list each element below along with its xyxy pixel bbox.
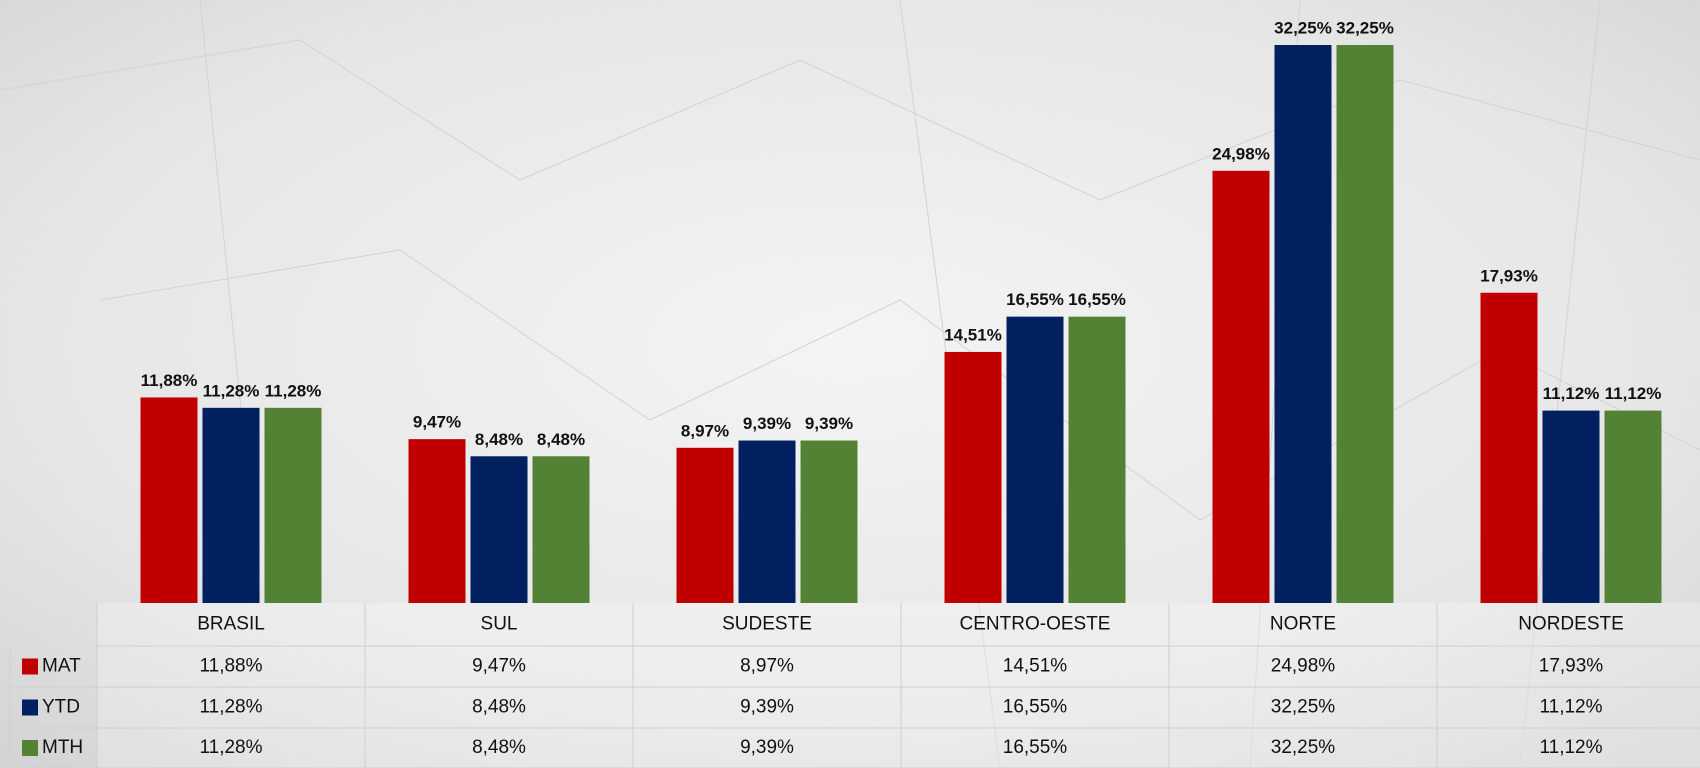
x-tick-label: NORDESTE (1518, 614, 1624, 635)
table-cell: 11,28% (199, 697, 262, 718)
legend-label: MAT (42, 656, 81, 677)
bar (1006, 316, 1064, 603)
bar (738, 440, 796, 603)
legend-label: MTH (42, 737, 83, 758)
bar (408, 439, 466, 603)
data-label: 17,93% (1480, 266, 1538, 285)
data-label: 9,47% (413, 413, 461, 432)
bar (1542, 410, 1600, 603)
legend-swatch (22, 658, 38, 675)
table-cell: 11,12% (1539, 697, 1602, 718)
data-label: 8,97% (681, 421, 729, 440)
bar (1212, 170, 1270, 603)
x-tick-label: CENTRO-OESTE (960, 614, 1111, 635)
table-cell: 8,48% (472, 737, 526, 758)
table-cell: 11,88% (199, 656, 262, 677)
table-cell: 17,93% (1539, 656, 1604, 677)
bar (264, 407, 322, 603)
legend-swatch (22, 740, 38, 756)
data-label: 32,25% (1274, 18, 1332, 37)
bar (1604, 410, 1662, 603)
x-tick-label: BRASIL (197, 614, 265, 635)
data-label: 11,28% (265, 381, 322, 400)
bar (1480, 292, 1538, 603)
bar (676, 447, 734, 603)
data-label: 11,12% (1605, 384, 1662, 403)
bar (532, 456, 590, 603)
x-tick-label: NORTE (1270, 614, 1336, 635)
table-cell: 16,55% (1003, 737, 1068, 758)
data-label: 8,48% (537, 430, 585, 449)
data-label: 14,51% (944, 325, 1002, 344)
bar (800, 440, 858, 603)
table-cell: 16,55% (1003, 697, 1068, 718)
bar (202, 407, 260, 603)
data-label: 11,28% (203, 381, 260, 400)
data-label: 32,25% (1336, 18, 1394, 37)
legend-swatch (22, 699, 38, 716)
x-tick-label: SUDESTE (722, 614, 812, 635)
bar (1068, 316, 1126, 603)
table-cell: 14,51% (1003, 656, 1068, 677)
table-bg (97, 603, 1700, 768)
data-label: 24,98% (1212, 144, 1270, 163)
data-label: 8,48% (475, 430, 523, 449)
table-cell: 24,98% (1271, 656, 1336, 677)
table-cell: 11,12% (1539, 737, 1602, 758)
table-cell: 32,25% (1271, 697, 1336, 718)
table-cell: 9,47% (472, 656, 526, 677)
data-label: 9,39% (743, 414, 791, 433)
data-label: 9,39% (805, 414, 853, 433)
data-label: 16,55% (1006, 290, 1064, 309)
table-cell: 9,39% (740, 697, 794, 718)
bar (1336, 45, 1394, 603)
data-label: 11,12% (1543, 384, 1600, 403)
data-label: 16,55% (1068, 290, 1126, 309)
x-tick-label: SUL (481, 614, 518, 635)
data-label: 11,88% (141, 371, 198, 390)
legend-label: YTD (42, 697, 80, 718)
table-cell: 11,28% (199, 737, 262, 758)
table-cell: 8,97% (740, 656, 794, 677)
bar (140, 397, 198, 603)
bar (1274, 45, 1332, 603)
table-cell: 8,48% (472, 697, 526, 718)
bar (944, 351, 1002, 603)
table-cell: 32,25% (1271, 737, 1336, 758)
bar (470, 456, 528, 603)
table-cell: 9,39% (740, 737, 794, 758)
